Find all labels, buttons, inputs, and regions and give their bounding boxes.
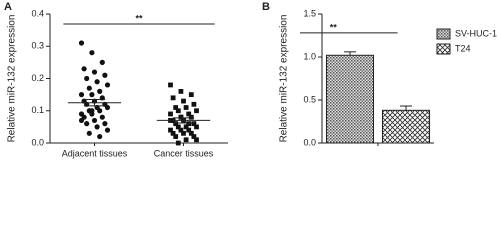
y-tick-label: 0.4 [31, 8, 44, 18]
data-point [99, 114, 105, 120]
figure: A Relative miR-132 expression 0.0 0.1 0.2 0.3… [4, 1, 497, 158]
data-point [84, 121, 90, 127]
data-point [170, 95, 176, 101]
data-point [181, 130, 186, 136]
data-point [168, 127, 173, 133]
panel-label: A [4, 1, 12, 13]
data-point [78, 117, 85, 124]
y-tick-label: 0.3 [31, 41, 44, 51]
data-point [168, 82, 173, 88]
data-point [102, 72, 108, 78]
data-point [194, 108, 199, 114]
data-point [99, 59, 105, 65]
y-axis-title: Relative miR-132 expression [279, 15, 290, 143]
data-point [94, 124, 100, 130]
data-point [173, 134, 179, 139]
data-point [104, 82, 111, 88]
significance-label: ** [330, 22, 338, 32]
y-axis-title: Relative miR-132 expression [7, 15, 18, 143]
data-point [78, 40, 85, 46]
data-point [78, 92, 85, 98]
data-point [104, 127, 111, 133]
data-point [102, 121, 108, 127]
data-point [168, 111, 173, 117]
data-point [89, 92, 95, 98]
bar [381, 109, 431, 144]
data-point [104, 104, 111, 111]
data-point [186, 121, 192, 127]
legend-label: SV-HUC-1 [455, 28, 497, 38]
data-point [178, 127, 184, 133]
data-point [81, 66, 87, 72]
data-point [194, 124, 199, 130]
data-point [175, 108, 181, 114]
y-tick-label: 0.0 [303, 137, 316, 147]
data-point [94, 79, 100, 85]
data-point [91, 69, 98, 75]
data-point [191, 101, 197, 107]
data-point [181, 98, 186, 104]
data-point [178, 114, 184, 120]
data-point [188, 92, 194, 98]
data-point [183, 105, 189, 110]
data-point [97, 108, 103, 114]
data-point [191, 134, 197, 139]
data-point [186, 111, 192, 117]
data-point [194, 137, 199, 143]
legend-label: T24 [455, 43, 471, 53]
data-point [89, 108, 95, 114]
data-point [183, 124, 189, 130]
data-point [97, 88, 103, 94]
data-point [91, 117, 98, 124]
data-point [86, 85, 92, 91]
data-point [175, 140, 181, 146]
data-point [186, 127, 192, 133]
y-tick-label: 0.0 [31, 137, 44, 147]
y-tick-label: 1.5 [303, 8, 316, 18]
data-point [183, 137, 189, 143]
significance-label: ** [135, 13, 143, 23]
y-tick-label: 0.5 [303, 94, 316, 104]
data-point [84, 75, 90, 82]
data-point [191, 121, 197, 127]
y-tick-label: 0.1 [31, 105, 44, 115]
data-point [173, 121, 179, 127]
panel-label: B [262, 1, 270, 13]
x-tick-label: Cancer tissues [154, 148, 214, 158]
data-point [175, 124, 181, 130]
y-tick-label: 1.0 [303, 51, 316, 61]
y-tick-label: 0.2 [31, 73, 44, 83]
data-point [89, 50, 95, 56]
data-point [86, 130, 92, 136]
x-tick-label: Adjacent tissues [62, 148, 128, 158]
data-point [188, 130, 194, 136]
bar [325, 54, 375, 144]
legend-swatch [436, 28, 451, 40]
data-point [188, 114, 194, 120]
data-point [173, 105, 179, 110]
data-point [178, 89, 184, 94]
data-point [170, 130, 176, 136]
data-point [97, 133, 103, 140]
legend-swatch [436, 43, 451, 55]
